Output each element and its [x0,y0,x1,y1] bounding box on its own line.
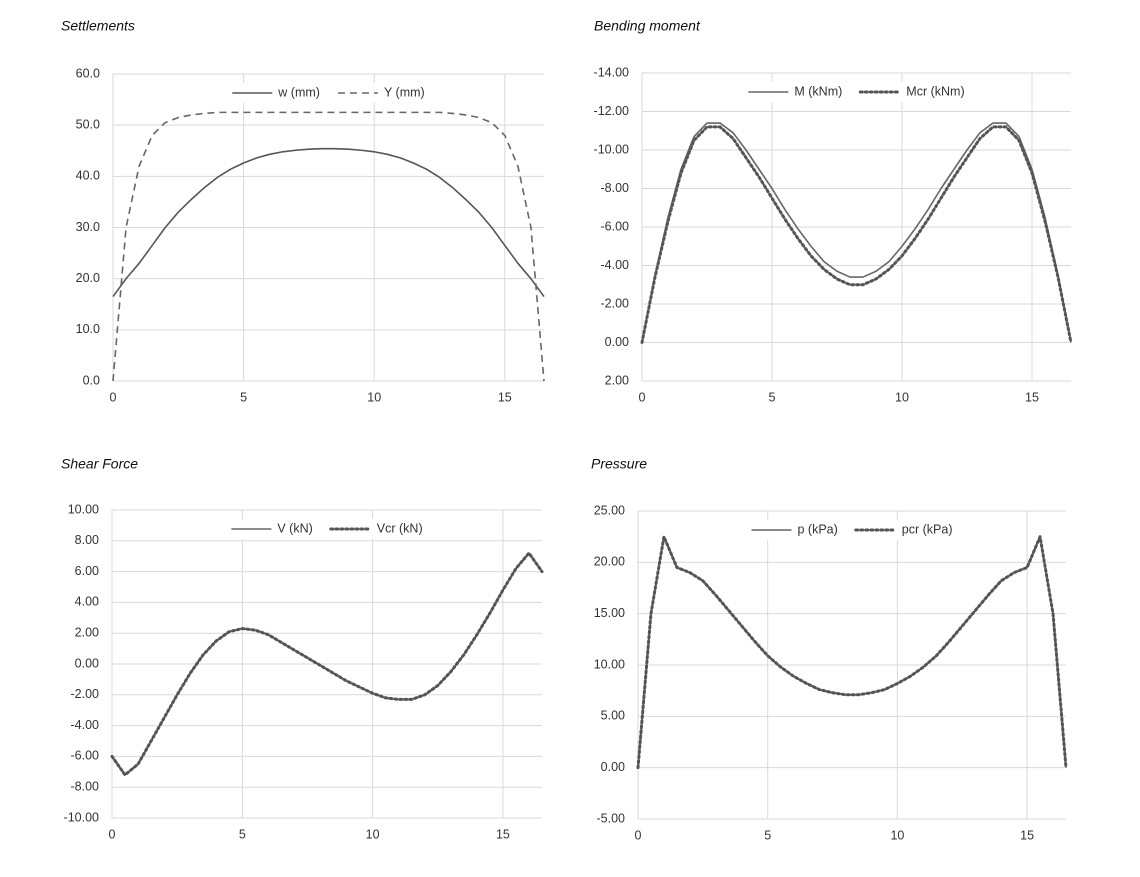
legend-label: Mcr (kNm) [906,84,964,98]
series-line [637,535,1067,768]
x-tick-label: 0 [110,390,117,404]
y-tick-label: 10.00 [68,502,99,516]
y-tick-label: -8.00 [71,779,100,793]
legend-label: Y (mm) [384,85,425,99]
series-line [112,147,545,298]
y-tick-label: -6.00 [71,749,100,763]
legend: p (kPa) pcr (kPa) [743,520,961,540]
x-tick-label: 5 [764,828,771,842]
x-tick-label: 15 [496,827,510,841]
y-tick-label: 30.0 [76,220,100,234]
y-tick-label: 0.00 [601,760,625,774]
series-line [640,125,1073,344]
x-tick-label: 5 [240,390,247,404]
y-tick-label: -5.00 [597,811,626,825]
y-tick-label: 0.00 [605,335,629,349]
y-tick-label: 8.00 [75,533,99,547]
y-tick-label: -4.00 [601,258,630,272]
x-tick-label: 0 [109,827,116,841]
y-tick-label: 2.00 [75,625,99,639]
x-tick-label: 15 [498,390,512,404]
series-line [636,535,1068,770]
y-tick-label: 6.00 [75,564,99,578]
y-tick-label: 40.0 [76,169,100,183]
y-tick-label: -10.00 [64,810,99,824]
y-tick-label: 50.0 [76,117,100,131]
x-tick-label: 5 [239,827,246,841]
legend-box [740,82,973,102]
y-tick-label: -12.00 [594,104,629,118]
chart-panel: Settlements 0.0 10.0 20.0 30.0 40.0 50.0 60.0 0 5… [61,18,545,404]
series-line [112,111,545,382]
series-line [110,551,544,777]
x-tick-label: 15 [1025,390,1039,404]
y-tick-label: 60.0 [76,66,100,80]
chart-title: Shear Force [61,456,138,472]
y-tick-label: 5.00 [601,709,625,723]
legend: w (mm) Y (mm) [224,83,433,103]
y-tick-label: 25.00 [594,503,625,517]
y-tick-label: 15.00 [594,606,625,620]
chart-panel: Shear Force -10.00 -8.00 -6.00 -4.00 -2.00 0.0… [61,456,544,841]
legend-box [223,519,431,539]
legend-label: p (kPa) [798,522,838,536]
legend-label: Vcr (kN) [377,521,423,535]
legend-label: V (kN) [277,521,312,535]
y-tick-label: -8.00 [601,181,630,195]
chart-title: Settlements [61,18,135,34]
y-tick-label: -10.00 [594,142,629,156]
y-tick-label: 4.00 [75,595,99,609]
chart-title: Bending moment [594,18,701,34]
y-tick-label: -2.00 [601,296,630,310]
y-tick-label: -6.00 [601,219,630,233]
y-tick-label: 10.00 [594,657,625,671]
y-tick-label: -4.00 [71,718,100,732]
legend: V (kN) Vcr (kN) [223,519,431,539]
y-tick-label: 2.00 [605,373,629,387]
x-tick-label: 15 [1020,828,1034,842]
y-tick-label: -2.00 [71,687,100,701]
legend: M (kNm) Mcr (kNm) [740,82,973,102]
x-tick-label: 10 [890,828,904,842]
x-tick-label: 0 [635,828,642,842]
legend-label: M (kNm) [794,84,842,98]
y-tick-label: 0.0 [83,373,100,387]
chart-title: Pressure [591,456,647,472]
x-tick-label: 0 [639,390,646,404]
x-tick-label: 10 [895,390,909,404]
x-tick-label: 5 [769,390,776,404]
y-tick-label: 10.0 [76,322,100,336]
series-line [641,122,1072,343]
chart-panel: Bending moment 2.00 0.00 -2.00 -4.00 -6.00 -8.… [594,18,1073,404]
y-tick-label: 20.00 [594,555,625,569]
legend-label: w (mm) [277,85,320,99]
y-tick-label: -14.00 [594,65,629,79]
legend-box [224,83,433,103]
chart-panel: Pressure -5.00 0.00 5.00 10.00 15.00 20.00 25.0… [591,456,1068,842]
legend-box [743,520,961,540]
y-tick-label: 20.0 [76,271,100,285]
y-tick-label: 0.00 [75,656,99,670]
legend-label: pcr (kPa) [902,522,953,536]
x-tick-label: 10 [367,390,381,404]
x-tick-label: 10 [366,827,380,841]
